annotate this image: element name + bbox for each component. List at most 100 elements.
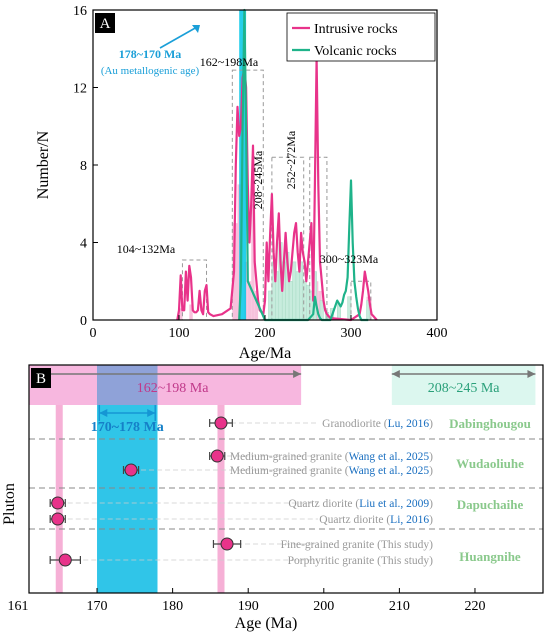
intrusive-histogram-bar bbox=[179, 308, 183, 320]
x-tick-label: 0 bbox=[90, 326, 97, 341]
y-tick-label: 8 bbox=[80, 159, 87, 174]
age-window-box bbox=[350, 280, 372, 321]
y-axis-title: Pluton bbox=[1, 483, 18, 525]
x-tick-label: 400 bbox=[427, 326, 448, 341]
y-tick-label: 0 bbox=[80, 314, 87, 329]
data-point bbox=[220, 537, 234, 551]
y-tick-label: 12 bbox=[73, 82, 87, 97]
x-tick-label: 210 bbox=[389, 599, 410, 614]
point-label-citation: Wang et al., 2025 bbox=[349, 465, 430, 477]
point-label-close: ) bbox=[429, 418, 433, 430]
annotation-208-245: 208~245Ma bbox=[251, 150, 265, 209]
panel-label: A bbox=[100, 16, 111, 32]
group-label: Wudaoliuhe bbox=[456, 456, 524, 471]
point-label-citation: Liu et al., 2009 bbox=[359, 498, 429, 510]
point-label-close: ) bbox=[429, 539, 433, 551]
group-label: Dapuchaihe bbox=[457, 497, 524, 512]
panel-b: 162~198 Ma 208~245 Ma 170~178 Ma Granodiori… bbox=[1, 364, 544, 632]
panel-label-bg bbox=[95, 13, 115, 33]
annotation-arrowhead bbox=[192, 25, 200, 33]
range-arrow-208-245-head-right bbox=[527, 370, 536, 378]
x-tick-label: 190 bbox=[238, 599, 259, 614]
x-tick-label: 100 bbox=[169, 326, 190, 341]
volcanic-histogram-bar bbox=[306, 284, 310, 321]
range-label-208-245: 208~245 Ma bbox=[428, 381, 501, 396]
point-label-close: ) bbox=[429, 465, 433, 477]
panel-a: 0 100 200 300 400 0 4 8 12 16 Age/Ma Number/N A Intru… bbox=[35, 4, 448, 362]
range-label-170-178: 170~178 Ma bbox=[91, 420, 164, 435]
x-tick-label: 220 bbox=[464, 599, 485, 614]
data-point bbox=[124, 463, 138, 477]
volcanic-histogram-bar bbox=[268, 290, 273, 321]
plot-frame bbox=[28, 364, 544, 594]
volcanic-histogram-bar bbox=[288, 281, 293, 321]
range-arrow-170-178-head-right bbox=[147, 409, 156, 417]
legend-box bbox=[286, 12, 436, 62]
point-label: Porphyritic granite (This study) bbox=[288, 555, 434, 567]
y-tick-label: 4 bbox=[80, 237, 87, 252]
intrusive-histogram-bar bbox=[247, 281, 252, 320]
legend-label: Intrusive rocks bbox=[314, 22, 398, 37]
point-label-desc: Granodiorite ( bbox=[322, 418, 388, 430]
x-tick-label: 161 bbox=[8, 599, 29, 614]
panel-label-bg bbox=[31, 368, 51, 388]
point-label-desc: Medium-grained granite ( bbox=[230, 451, 349, 463]
y-tick-label: 16 bbox=[73, 4, 87, 19]
data-point bbox=[214, 416, 228, 430]
range-band-162-198 bbox=[29, 365, 302, 405]
annotation-104-132: 104~132Ma bbox=[117, 242, 176, 256]
annotation-162-198: 162~198Ma bbox=[200, 55, 259, 69]
point-label-citation: This study bbox=[381, 555, 429, 567]
point-label-close: ) bbox=[429, 514, 433, 526]
point-label-citation: Li, 2016 bbox=[390, 514, 429, 526]
x-tick-label: 200 bbox=[255, 326, 276, 341]
annotation-252-272: 252~272Ma bbox=[284, 130, 298, 189]
range-band-overlap bbox=[97, 365, 158, 405]
x-axis-title: Age/Ma bbox=[239, 345, 291, 362]
group-label: Dabinghougou bbox=[449, 416, 531, 431]
volcanic-histogram-bar bbox=[295, 271, 300, 321]
point-label-citation: This study bbox=[381, 539, 429, 551]
point-label-citation: Lu, 2016 bbox=[388, 418, 430, 430]
point-label: Quartz diorite (Li, 2016) bbox=[319, 514, 433, 526]
group-label: Huangnihe bbox=[459, 549, 521, 564]
point-label-close: ) bbox=[429, 498, 433, 510]
annotation-arrow bbox=[159, 26, 198, 49]
data-point bbox=[51, 496, 65, 510]
x-tick-label: 300 bbox=[341, 326, 362, 341]
range-arrow-162-198-head-right bbox=[293, 370, 302, 378]
intrusive-histogram-bar bbox=[254, 290, 259, 320]
intrusive-rocks-line bbox=[176, 57, 378, 322]
intrusive-histogram-bar bbox=[189, 304, 193, 320]
volcanic-histogram-bar bbox=[292, 261, 297, 321]
annotation-300-323: 300~323Ma bbox=[320, 252, 379, 266]
volcanic-histogram-bar bbox=[347, 296, 352, 321]
data-point bbox=[210, 449, 224, 463]
point-label-desc: Quartz diorite ( bbox=[288, 498, 359, 510]
range-arrow-208-245-head-left bbox=[391, 370, 400, 378]
x-tick-label: 170 bbox=[87, 599, 108, 614]
x-tick-label: 180 bbox=[162, 599, 183, 614]
reference-line bbox=[217, 405, 225, 593]
point-label-citation: Wang et al., 2025 bbox=[349, 451, 430, 463]
point-label-close: ) bbox=[429, 451, 433, 463]
data-point bbox=[58, 553, 72, 567]
annotation-au-age: 178~170 Ma bbox=[119, 47, 182, 61]
range-arrow-170-178-head-left bbox=[99, 409, 108, 417]
y-axis-title: Number/N bbox=[35, 130, 52, 199]
x-tick-label: 200 bbox=[313, 599, 334, 614]
range-label-162-198: 162~198 Ma bbox=[137, 381, 210, 396]
annotation-au-note: (Au metallogenic age) bbox=[101, 65, 200, 77]
point-label-close: ) bbox=[429, 555, 433, 567]
point-label-desc: Fine-grained granite ( bbox=[281, 539, 381, 551]
range-band-208-245 bbox=[391, 365, 536, 405]
point-label: Granodiorite (Lu, 2016) bbox=[322, 418, 433, 430]
point-label: Medium-grained granite (Wang et al., 202… bbox=[230, 451, 433, 463]
point-label-desc: Quartz diorite ( bbox=[319, 514, 390, 526]
point-label: Medium-grained granite (Wang et al., 202… bbox=[230, 465, 433, 477]
legend-label: Volcanic rocks bbox=[314, 44, 397, 59]
point-label: Quartz diorite (Liu et al., 2009) bbox=[288, 498, 433, 510]
panel-label: B bbox=[36, 371, 46, 387]
point-label: Fine-grained granite (This study) bbox=[281, 539, 434, 551]
